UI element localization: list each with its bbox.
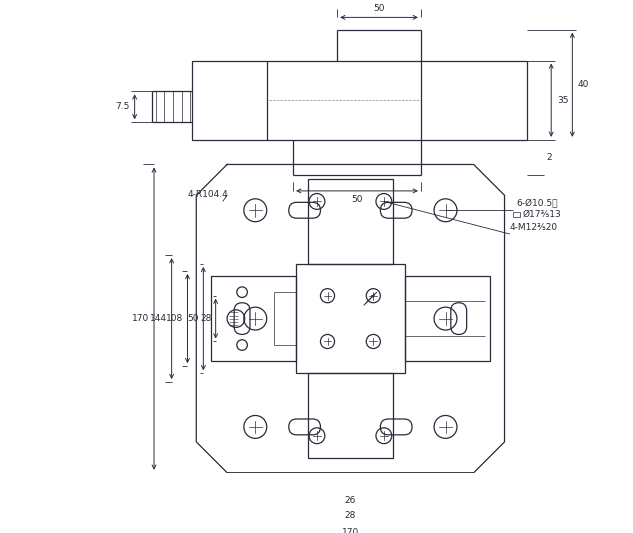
Text: 40: 40 <box>578 80 589 89</box>
Bar <box>296 264 405 373</box>
Text: 7.5: 7.5 <box>115 102 129 111</box>
Bar <box>211 276 296 361</box>
Text: 50: 50 <box>351 195 363 204</box>
Bar <box>308 180 392 264</box>
Text: 170: 170 <box>342 528 359 533</box>
Text: 144: 144 <box>150 314 167 323</box>
Text: 28: 28 <box>200 314 211 323</box>
Text: 50: 50 <box>373 4 385 13</box>
Text: Ø17⅗13: Ø17⅗13 <box>523 210 561 219</box>
Text: 6-Ø10.5通: 6-Ø10.5通 <box>516 199 558 208</box>
Bar <box>405 276 489 361</box>
Text: 26: 26 <box>345 497 356 505</box>
Text: 35: 35 <box>558 96 569 104</box>
Text: 2: 2 <box>546 153 551 162</box>
Bar <box>192 61 527 140</box>
Text: 108: 108 <box>166 314 183 323</box>
Text: 4-R104.4: 4-R104.4 <box>187 190 229 199</box>
Bar <box>513 212 520 217</box>
Text: 4-M12⅗20: 4-M12⅗20 <box>510 223 558 232</box>
Text: 50: 50 <box>187 314 199 323</box>
Text: 28: 28 <box>345 511 356 520</box>
Bar <box>308 373 392 458</box>
Text: 170: 170 <box>132 314 149 323</box>
